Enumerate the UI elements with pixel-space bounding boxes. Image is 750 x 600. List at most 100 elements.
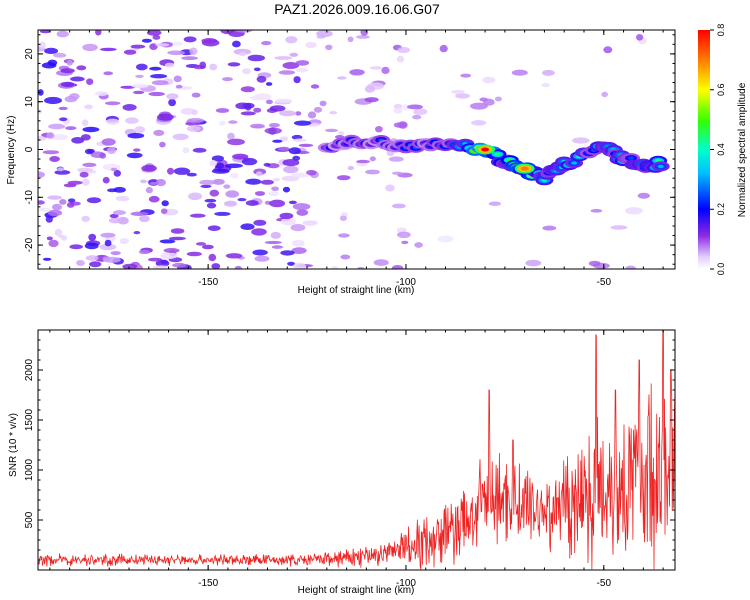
noise-blob <box>282 186 291 193</box>
noise-blob <box>280 217 296 226</box>
noise-blob <box>482 76 496 84</box>
noise-blob <box>209 189 219 197</box>
noise-blob <box>295 60 310 66</box>
noise-blob <box>572 137 590 144</box>
noise-blob <box>356 35 370 39</box>
noise-blob <box>211 168 230 174</box>
noise-blob <box>414 242 423 248</box>
noise-blob <box>253 107 262 113</box>
noise-blob <box>109 213 119 219</box>
noise-blob <box>325 128 338 133</box>
x-tick-label: -100 <box>396 277 416 288</box>
noise-blob <box>153 129 165 136</box>
ridge-core <box>657 164 664 168</box>
noise-blob <box>296 209 309 216</box>
noise-blob <box>209 160 217 167</box>
noise-blob <box>46 132 55 139</box>
noise-blob <box>412 114 422 120</box>
noise-blob <box>269 105 286 112</box>
noise-blob <box>240 111 256 116</box>
noise-blob <box>590 209 603 213</box>
noise-blob <box>261 41 272 46</box>
noise-blob <box>66 202 75 208</box>
noise-blob <box>189 213 206 218</box>
noise-blob <box>288 147 301 155</box>
noise-blob <box>293 76 301 84</box>
noise-blob <box>39 30 51 34</box>
noise-blob <box>364 97 379 103</box>
noise-blob <box>189 47 198 56</box>
noise-blob <box>282 62 300 69</box>
noise-blob <box>86 197 102 204</box>
noise-blob <box>113 169 122 177</box>
noise-blob <box>625 265 636 269</box>
noise-blob <box>182 147 190 154</box>
noise-blob <box>140 179 147 184</box>
noise-blob <box>265 82 273 86</box>
noise-blob <box>84 242 99 250</box>
ridge-core <box>494 152 501 156</box>
noise-blob <box>291 247 307 255</box>
noise-blob <box>601 91 608 98</box>
noise-blob <box>393 122 406 128</box>
noise-blob <box>293 262 306 269</box>
noise-blob <box>287 261 296 266</box>
noise-blob <box>89 261 102 268</box>
noise-blob <box>494 96 502 102</box>
noise-blob <box>38 207 52 212</box>
noise-blob <box>288 200 297 205</box>
noise-blob <box>123 49 137 55</box>
noise-blob <box>293 138 307 142</box>
ridge-peak <box>520 166 529 171</box>
noise-blob <box>42 257 52 261</box>
noise-blob <box>204 198 217 203</box>
noise-blob <box>61 235 68 241</box>
noise-blob <box>166 93 179 100</box>
noise-blob <box>183 36 197 43</box>
spectrogram-x-axis-label: Height of straight line (km) <box>298 285 415 296</box>
x-tick-label: -50 <box>597 578 612 589</box>
noise-blob <box>396 55 405 63</box>
noise-blob <box>136 63 148 71</box>
noise-blob <box>525 259 542 267</box>
noise-blob <box>155 179 166 187</box>
noise-blob <box>292 203 311 211</box>
noise-blob <box>253 67 261 72</box>
noise-blob <box>103 71 114 76</box>
noise-blob <box>211 155 224 162</box>
spectrogram-frame <box>37 29 676 270</box>
noise-blob <box>65 126 77 130</box>
noise-blob <box>356 159 370 164</box>
noise-blob <box>373 259 389 266</box>
noise-blob <box>167 167 174 175</box>
noise-blob <box>479 97 488 102</box>
noise-blob <box>263 162 271 167</box>
noise-blob <box>148 91 165 97</box>
noise-blob <box>163 248 180 253</box>
noise-blob <box>260 179 274 185</box>
noise-blob <box>413 108 428 115</box>
noise-blob <box>59 199 67 205</box>
noise-blob <box>251 228 267 236</box>
noise-blob <box>637 192 650 199</box>
noise-blob <box>290 224 306 232</box>
noise-blob <box>212 178 225 185</box>
y-tick-label: 1500 <box>24 408 35 431</box>
noise-blob <box>71 137 85 144</box>
noise-blob <box>455 93 471 99</box>
noise-blob <box>460 73 472 78</box>
noise-blob <box>264 127 282 134</box>
noise-blob <box>295 67 309 73</box>
noise-blob <box>242 68 251 75</box>
noise-blob <box>227 62 241 67</box>
noise-blob <box>67 198 76 203</box>
noise-blob <box>159 141 166 148</box>
noise-blob <box>235 30 252 33</box>
noise-blob <box>241 157 258 166</box>
noise-blob <box>47 195 62 200</box>
noise-blob <box>95 30 102 36</box>
noise-blob <box>233 48 252 55</box>
noise-blob <box>336 175 351 181</box>
noise-blob <box>161 200 169 207</box>
noise-blob <box>338 131 345 136</box>
